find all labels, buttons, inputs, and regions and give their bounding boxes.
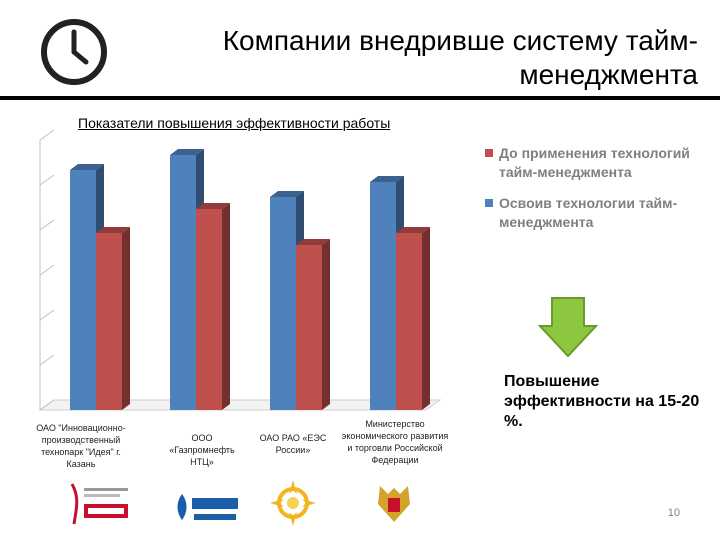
title-line-2: менеджмента (519, 59, 698, 90)
bar-side (222, 203, 230, 410)
page-title: Компании внедривше систему тайм- менеджм… (138, 24, 698, 92)
bar-before-2 (196, 209, 222, 410)
bar-top (96, 227, 130, 233)
bar-top (296, 239, 330, 245)
gridline (39, 264, 55, 276)
title-line-1: Компании внедривше систему тайм- (222, 25, 698, 56)
gridline (39, 219, 55, 231)
arrow-down-icon (538, 297, 598, 358)
gazprom-logo (177, 494, 238, 520)
bar-chart (38, 130, 442, 411)
rao-ees-logo (270, 480, 316, 526)
bar-top (70, 164, 104, 170)
efficiency-result: Повышение эффективности на 15-20 %. (504, 373, 700, 430)
chart-title: Показатели повышения эффективности работ… (78, 115, 391, 131)
gridline (39, 354, 55, 366)
bar-before-1 (96, 233, 122, 410)
category-label-1: ОАО "Инновационно-производственный техно… (36, 423, 126, 469)
bar-before-3 (296, 245, 322, 410)
chart-legend: До применения технологий тайм-менеджмент… (485, 144, 710, 244)
legend-swatch-before (485, 149, 493, 157)
clock-icon (41, 19, 107, 85)
legend-item-before: До применения технологий тайм-менеджмент… (485, 144, 710, 182)
gridline (39, 174, 55, 186)
bar-after-4 (370, 182, 396, 410)
russian-emblem-logo (378, 486, 410, 522)
bar-after-1 (70, 170, 96, 410)
legend-item-after: Освоив технологии тайм-менеджмента (485, 194, 710, 232)
bar-top (170, 149, 204, 155)
bar-top (270, 191, 304, 197)
bar-before-4 (396, 233, 422, 410)
bar-side (322, 239, 330, 410)
bar-side (422, 227, 430, 410)
gridline (39, 130, 55, 141)
bar-top (370, 176, 404, 182)
category-label-4: Министерство экономического развития и т… (341, 419, 449, 465)
bar-top (396, 227, 430, 233)
bar-after-2 (170, 155, 196, 410)
page-number: 10 (667, 507, 680, 519)
category-label-3: ОАО РАО «ЕЭС России» (259, 433, 327, 455)
bar-top (196, 203, 230, 209)
legend-label-after: Освоив технологии тайм-менеджмента (499, 195, 678, 230)
legend-swatch-after (485, 199, 493, 207)
title-divider (0, 96, 720, 100)
gridline (39, 399, 55, 411)
idea-logo (70, 483, 128, 525)
gridline (39, 309, 55, 321)
bar-side (122, 227, 130, 410)
bar-after-3 (270, 197, 296, 410)
category-label-2: ООО «Газпромнефть НТЦ» (169, 433, 235, 467)
legend-label-before: До применения технологий тайм-менеджмент… (499, 145, 690, 180)
